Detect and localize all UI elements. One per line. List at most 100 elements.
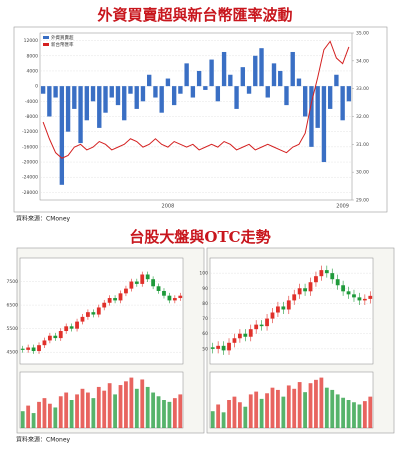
legend-label: 新台幣匯率	[51, 41, 74, 48]
bar	[327, 86, 333, 109]
volume-bar	[134, 388, 139, 428]
bar	[321, 86, 327, 163]
y-tick-label: -20000	[22, 160, 38, 166]
candle-body	[352, 294, 356, 298]
bar	[190, 86, 196, 98]
candle-body	[335, 279, 340, 286]
volume-bar	[96, 386, 101, 428]
y-tick-label: -8000	[25, 114, 38, 120]
volume-bar	[346, 400, 351, 428]
volume-bar	[227, 400, 231, 428]
bar	[115, 86, 121, 106]
bar	[90, 86, 96, 102]
candle-body	[210, 347, 215, 349]
candle-body	[276, 306, 280, 313]
volume-bar	[145, 386, 150, 428]
candle-body	[308, 282, 313, 292]
source: 資料來源：CMoney	[16, 436, 71, 444]
volume-bar	[107, 383, 112, 428]
volume-bar	[237, 402, 242, 428]
volume-bar	[248, 394, 253, 428]
candle-body	[270, 312, 275, 319]
volume-bar	[324, 387, 329, 428]
candle-body	[124, 288, 128, 294]
volume-bar	[270, 387, 275, 428]
volume-bar	[151, 392, 156, 428]
bar	[122, 86, 127, 121]
y-tick-label: -12000	[22, 129, 38, 135]
volume-bar	[362, 401, 367, 428]
volume-bar	[75, 394, 79, 428]
bar	[171, 86, 177, 106]
candle-body	[232, 338, 237, 343]
candle-body	[156, 286, 161, 291]
candle-body	[341, 285, 346, 292]
y-tick-label: 6500	[7, 303, 19, 309]
y-tick-label: -28000	[22, 190, 38, 196]
bar	[240, 67, 245, 87]
bar	[271, 63, 277, 87]
bar	[53, 86, 58, 98]
plot-area	[209, 257, 374, 365]
legend-swatch	[43, 36, 49, 39]
volume-bar	[330, 389, 335, 428]
y-tick-label: 0	[35, 84, 38, 90]
volume-bar	[308, 383, 313, 428]
volume-bar	[265, 393, 269, 428]
candle-body	[319, 270, 324, 277]
bar	[234, 86, 239, 109]
y-tick-label: 60	[202, 331, 208, 337]
volume-bar	[303, 392, 307, 428]
bar	[78, 86, 83, 144]
candle-body	[134, 281, 139, 284]
candle-body	[346, 291, 351, 295]
bar	[346, 86, 352, 102]
volume-bar	[31, 413, 36, 428]
volume-bar	[102, 390, 107, 428]
candle-body	[37, 345, 41, 352]
bar	[253, 55, 258, 87]
volume-bar	[167, 401, 172, 428]
bar	[209, 59, 214, 87]
bar	[303, 86, 308, 117]
bar	[40, 86, 46, 94]
x-tick-label: 2009	[336, 204, 349, 210]
volume-bar	[297, 382, 302, 428]
y-tick-label: 5500	[7, 326, 19, 332]
volume-bar	[58, 396, 63, 428]
volume-bar	[243, 406, 248, 428]
volume-bar	[232, 396, 237, 428]
plot-area	[19, 257, 184, 365]
bar	[309, 86, 314, 147]
bar	[203, 86, 208, 90]
volume-bar	[216, 404, 221, 428]
candle-body	[314, 276, 318, 283]
bar	[59, 86, 65, 185]
candle-body	[42, 340, 47, 346]
candle-body	[31, 347, 36, 352]
bar	[140, 86, 146, 102]
volume-bar	[156, 396, 161, 428]
candle-body	[145, 274, 150, 280]
volume-bar	[292, 388, 297, 428]
bar	[278, 70, 283, 87]
candle-body	[75, 321, 79, 329]
candle-body	[91, 312, 96, 315]
candle-body	[324, 270, 329, 274]
volume-bar	[221, 412, 226, 428]
volume-bar	[26, 405, 31, 428]
candle-body	[221, 345, 226, 351]
bar	[134, 86, 139, 109]
volume-bar	[352, 402, 356, 428]
volume-bar	[368, 396, 373, 428]
volume-bar	[113, 394, 117, 428]
title: 台股大盤與OTC走勢	[129, 228, 270, 246]
volume-bar	[124, 381, 128, 428]
volume-bar	[172, 398, 177, 428]
bar	[228, 74, 233, 87]
volume-bar	[259, 398, 264, 428]
volume-bar	[140, 379, 145, 428]
bar	[47, 86, 52, 117]
bar	[215, 86, 221, 102]
